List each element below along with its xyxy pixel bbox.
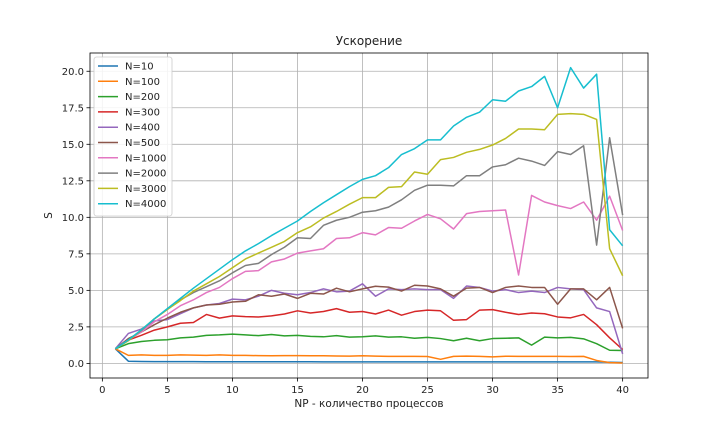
- series-line-n-100: [115, 348, 623, 364]
- series-line-n-4000: [114, 66, 624, 350]
- y-tick-label: 20.0: [62, 67, 84, 78]
- ticks: 0 5 10 15 20 25 30 35 40 0.0 2.5 5.0 7.5 10.0 12.5 15.0…: [62, 67, 629, 396]
- y-tick-label: 2.5: [68, 322, 84, 333]
- chart-title: Ускорение: [336, 34, 403, 48]
- legend-label: N=200: [125, 92, 160, 103]
- y-tick-label: 15.0: [62, 140, 84, 151]
- x-tick-label: 40: [616, 385, 629, 396]
- legend-label: N=4000: [125, 199, 166, 210]
- y-tick-label: 12.5: [62, 176, 84, 187]
- x-tick-label: 20: [356, 385, 369, 396]
- legend-label: N=400: [125, 123, 160, 134]
- legend-label: N=100: [125, 77, 160, 88]
- legend-label: N=10: [125, 62, 154, 73]
- legend-label: N=1000: [125, 153, 166, 164]
- x-tick-label: 25: [421, 385, 434, 396]
- y-tick-label: 17.5: [62, 103, 84, 114]
- series-line-n-10: [114, 348, 623, 364]
- series-line-n-1000: [114, 194, 624, 350]
- x-axis-label: NP - количество процессов: [294, 398, 443, 410]
- legend-label: N=2000: [125, 169, 166, 180]
- plot-frame: [89, 52, 649, 379]
- y-tick-label: 0.0: [68, 359, 84, 370]
- legend-label: N=300: [125, 107, 160, 118]
- series-line-n-200: [115, 333, 623, 352]
- series-line-n-500: [114, 284, 624, 350]
- y-tick-label: 5.0: [68, 286, 84, 297]
- y-tick-label: 10.0: [62, 213, 84, 224]
- x-tick-label: 30: [486, 385, 499, 396]
- legend: N=10 N=100 N=200 N=300 N=400 N=500 N=1000 N=200…: [93, 56, 173, 217]
- x-tick-label: 10: [226, 385, 239, 396]
- legend-label: N=3000: [125, 184, 166, 195]
- series-layer: [114, 66, 624, 364]
- legend-label: N=500: [125, 138, 160, 149]
- x-tick-label: 35: [551, 385, 564, 396]
- series-line-n-3000: [114, 112, 624, 350]
- y-axis-label: S: [43, 212, 55, 219]
- x-tick-label: 15: [291, 385, 304, 396]
- x-tick-label: 0: [99, 385, 105, 396]
- series-line-n-2000: [114, 136, 624, 350]
- y-tick-label: 7.5: [68, 249, 84, 260]
- series-line-n-300: [114, 307, 624, 351]
- x-tick-label: 5: [164, 385, 170, 396]
